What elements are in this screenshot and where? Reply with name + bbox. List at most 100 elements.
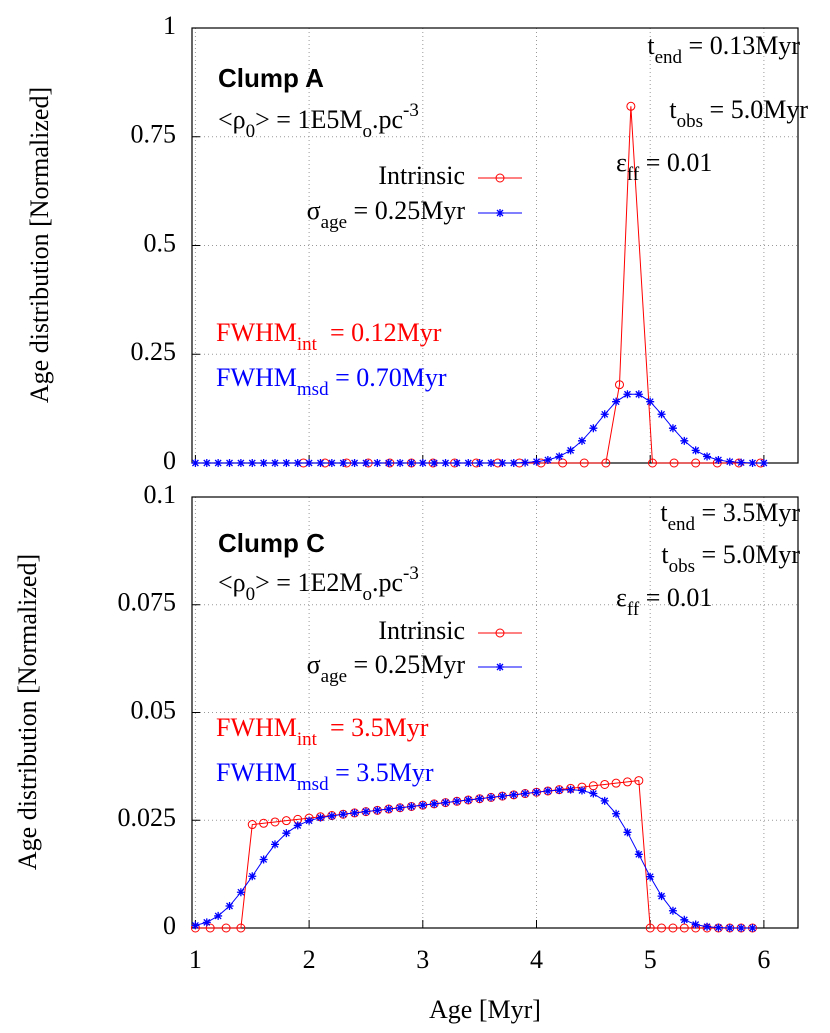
- text-segment: Clump C: [218, 528, 325, 558]
- point: [259, 818, 269, 828]
- point: [373, 806, 382, 815]
- x-tick-label: 5: [644, 945, 657, 974]
- point: [441, 459, 450, 467]
- text-segment: = 3.5Myr: [329, 758, 434, 787]
- point: [623, 828, 632, 837]
- point: [623, 390, 632, 399]
- point: [691, 446, 700, 455]
- series-line: [195, 789, 753, 929]
- text-segment: t: [660, 498, 668, 527]
- text-segment: = 0.70Myr: [329, 363, 447, 392]
- point: [680, 436, 689, 445]
- text-segment: = 0.13Myr: [682, 31, 800, 60]
- text-segment: > = 1E5M: [255, 105, 362, 134]
- text-segment: = 0.25Myr: [347, 196, 465, 225]
- point: [679, 923, 689, 933]
- point: [509, 790, 518, 799]
- point: [407, 802, 416, 811]
- point: [691, 920, 700, 929]
- point: [361, 459, 370, 467]
- x-tick-label: 1: [189, 945, 202, 974]
- annotation: tend = 3.5Myr: [660, 498, 800, 535]
- text-segment: = 0.01: [639, 148, 712, 177]
- point: [248, 872, 257, 881]
- x-tick-label: 6: [757, 945, 770, 974]
- legend-label: σage = 0.25Myr: [307, 196, 466, 233]
- annotation: tobs = 5.0Myr: [669, 95, 808, 132]
- annotation: <ρ0> = 1E2Mo.pc-3: [218, 563, 419, 605]
- point: [612, 397, 621, 406]
- text-segment: int: [297, 334, 318, 355]
- point: [555, 452, 564, 461]
- text-segment: = 0.12Myr: [317, 318, 442, 347]
- point: [475, 459, 484, 467]
- point: [418, 801, 427, 810]
- point: [247, 820, 257, 830]
- point: [611, 778, 621, 788]
- text-segment: = 5.0Myr: [703, 95, 808, 124]
- point: [281, 816, 291, 826]
- point: [191, 459, 200, 467]
- point: [396, 803, 405, 812]
- point: [646, 397, 655, 406]
- point: [350, 459, 359, 467]
- point: [236, 459, 245, 467]
- text-segment: 0: [246, 121, 256, 142]
- y-axis-label: Age distribution [Normalized]: [25, 87, 54, 403]
- text-segment: msd: [297, 379, 329, 400]
- point: [464, 459, 473, 467]
- point: [577, 436, 586, 445]
- point: [236, 923, 246, 933]
- point: [205, 923, 215, 933]
- point: [236, 888, 245, 897]
- text-segment: o: [362, 121, 372, 142]
- annotation: FWHMint = 3.5Myr: [216, 713, 429, 750]
- point: [248, 459, 257, 467]
- legend-label: Intrinsic: [378, 161, 465, 190]
- point: [282, 459, 291, 467]
- y-tick-label: 0: [163, 446, 176, 475]
- legend-marker: [496, 663, 504, 671]
- point: [259, 855, 268, 864]
- legend-label: Intrinsic: [378, 616, 465, 645]
- point: [452, 459, 461, 467]
- point: [270, 459, 279, 467]
- point: [600, 779, 610, 789]
- point: [373, 459, 382, 467]
- point: [293, 821, 302, 830]
- x-tick-label: 3: [416, 945, 429, 974]
- y-axis-label: Age distribution [Normalized]: [13, 554, 42, 870]
- text-segment: = 3.5Myr: [695, 498, 800, 527]
- point: [622, 777, 632, 787]
- point: [316, 813, 325, 822]
- point: [645, 923, 655, 933]
- text-segment: FWHM: [216, 758, 297, 787]
- point: [600, 410, 609, 419]
- x-axis-label: Age [Myr]: [429, 995, 541, 1024]
- annotation: <ρ0> = 1E5Mo.pc-3: [218, 100, 419, 142]
- point: [714, 455, 723, 464]
- y-tick-label: 0.05: [131, 695, 177, 724]
- point: [270, 817, 280, 827]
- text-segment: > = 1E2M: [255, 568, 362, 597]
- point: [225, 459, 234, 467]
- text-segment: <ρ: [218, 568, 246, 597]
- legend-label: σage = 0.25Myr: [307, 650, 466, 687]
- text-segment: ff: [627, 599, 640, 620]
- x-tick-label: 2: [303, 945, 316, 974]
- point: [293, 459, 302, 467]
- point: [221, 923, 231, 933]
- point: [566, 446, 575, 455]
- text-segment: obs: [677, 111, 703, 132]
- point: [202, 918, 211, 927]
- point: [589, 424, 598, 433]
- point: [282, 829, 291, 838]
- text-segment: age: [321, 212, 347, 233]
- point: [407, 459, 416, 467]
- point: [614, 380, 624, 390]
- text-segment: FWHM: [216, 318, 297, 347]
- text-segment: end: [655, 47, 683, 68]
- point: [214, 911, 223, 920]
- point: [543, 455, 552, 464]
- point: [441, 798, 450, 807]
